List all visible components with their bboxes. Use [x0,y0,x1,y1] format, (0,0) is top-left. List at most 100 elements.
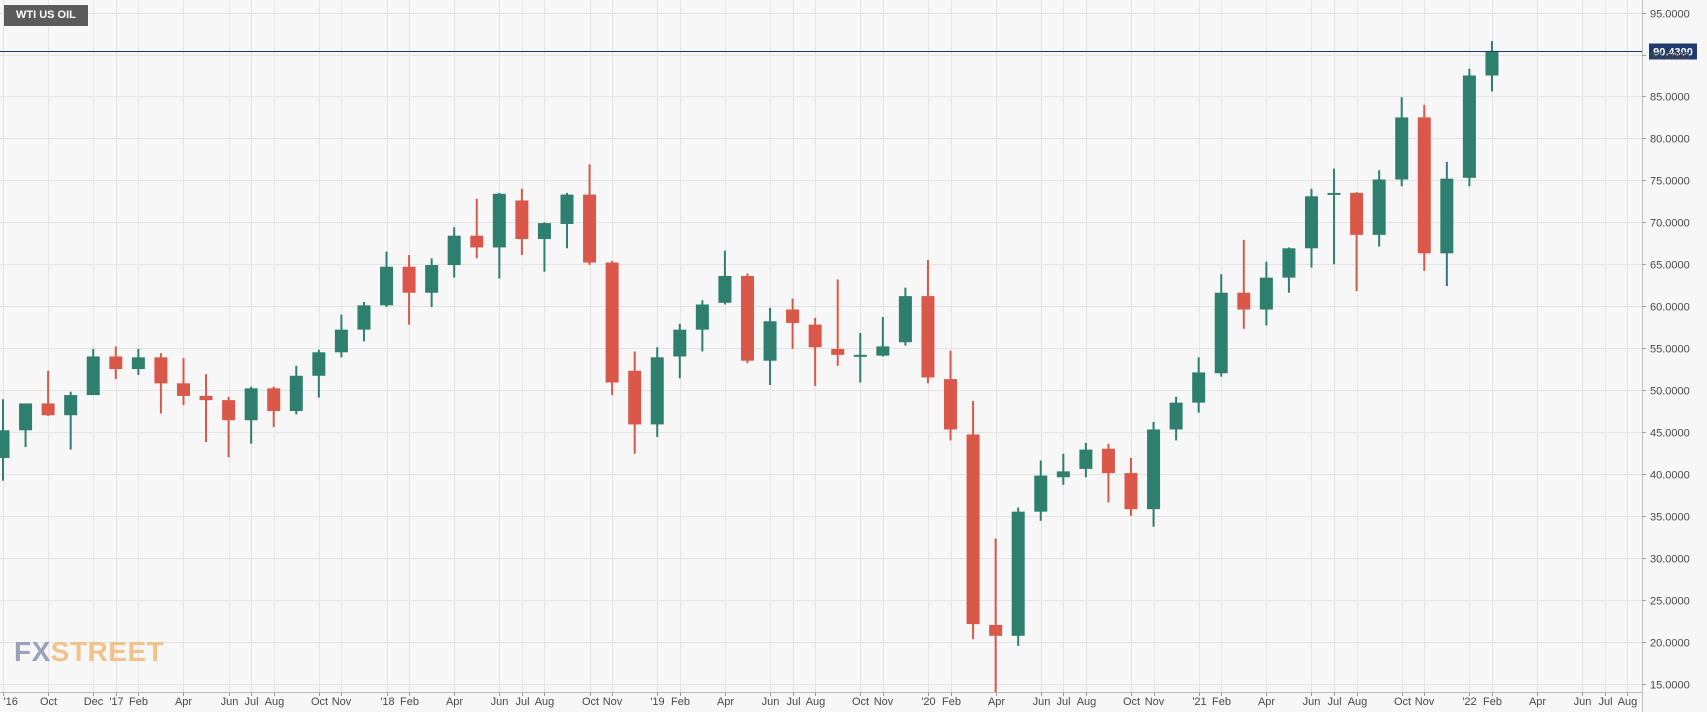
current-price-line: 90.4300 [0,43,1697,60]
candle-up [244,386,258,444]
candle-down [921,260,935,384]
candle-body [537,223,551,240]
candle-body [176,383,190,396]
candle-down [989,538,1003,692]
y-tick-label: 65.0000 [1650,260,1690,272]
x-tick-label: '16 [4,696,18,708]
current-price-tag [1649,43,1697,60]
candle-body [1327,192,1341,195]
candle-down [470,198,484,259]
candle-body [853,354,867,357]
candle-body [312,352,326,376]
y-tick-label: 70.0000 [1650,218,1690,230]
candle-body [1259,277,1273,310]
candle-body [447,235,461,266]
y-tick-label: 35.0000 [1650,512,1690,524]
candle-up [1372,170,1386,247]
candle-body [222,400,236,421]
candle-down [966,400,980,640]
x-tick-label: Nov [332,696,352,708]
candle-up [898,287,912,346]
candle-body [402,266,416,293]
candle-body [1169,402,1183,430]
candle-up [64,391,78,450]
candle-down [154,353,168,414]
x-tick-label: Jul [515,696,529,708]
candle-body [1192,372,1206,403]
x-tick-label: Feb [1212,696,1231,708]
y-tick-label: 20.0000 [1650,638,1690,650]
candle-body [1034,475,1048,512]
fxstreet-logo: FXSTREET [14,636,164,668]
x-tick-label: Aug [806,696,826,708]
candle-down [41,370,55,417]
candle-body [876,346,890,356]
candle-down [199,374,213,443]
candle-down [1237,239,1251,329]
candle-up [673,323,687,379]
candle-body [763,321,777,361]
logo-suffix: STREET [50,636,165,667]
candle-body [1485,50,1499,76]
y-tick-label: 55.0000 [1650,344,1690,356]
candle-body [560,194,574,224]
candle-body [695,304,709,330]
candle-up [1259,261,1273,326]
candle-up [334,314,348,358]
candle-body [64,395,78,416]
grid [0,0,1642,692]
x-tick-label: Jun [1303,696,1321,708]
candle-body [334,329,348,353]
candle-body [1462,75,1476,178]
y-tick-label: 90.0000 [1650,51,1690,63]
candle-up [537,222,551,272]
x-tick-label: Apr [988,696,1005,708]
candle-body [1214,292,1228,374]
candle-body [199,395,213,401]
candle-body [740,275,754,361]
x-tick-label: Jun [762,696,780,708]
candle-body [944,379,958,430]
x-tick-label: Aug [1348,696,1368,708]
candle-up [1214,274,1228,377]
x-tick-label: Oct [311,696,328,708]
candle-up [650,347,664,438]
x-tick-label: Aug [1618,696,1638,708]
candle-body [425,265,439,293]
y-tick-label: 50.0000 [1650,386,1690,398]
x-tick-label: Feb [129,696,148,708]
x-tick-label: Oct [852,696,869,708]
x-tick-label: '18 [380,696,394,708]
candle-down [1350,192,1364,292]
candle-body [1079,449,1093,469]
x-tick-label: Jun [1033,696,1051,708]
x-tick-label: Apr [1529,696,1546,708]
x-tick-label: Apr [446,696,463,708]
candle-body [1124,473,1138,510]
candle-body [154,357,168,384]
candle-body [989,624,1003,636]
candle-body [244,388,258,421]
x-tick-label: Jul [1327,696,1341,708]
candle-down [944,350,958,441]
x-tick-label: Jul [1056,696,1070,708]
candle-up [1462,68,1476,187]
candle-body [628,370,642,425]
candle-body [808,324,822,348]
candle-down [1101,443,1115,503]
candle-body [267,388,281,412]
candle-up [1485,41,1499,92]
candle-body [605,262,619,383]
x-tick-label: Aug [265,696,285,708]
candle-down [740,273,754,364]
candle-body [357,305,371,330]
candle-up [1192,357,1206,413]
x-tick-label: '21 [1192,696,1206,708]
candle-up [1169,396,1183,441]
candle-body [19,403,33,431]
x-tick-label: Nov [874,696,894,708]
x-tick-label: Jul [1598,696,1612,708]
x-tick-label: Jun [221,696,239,708]
